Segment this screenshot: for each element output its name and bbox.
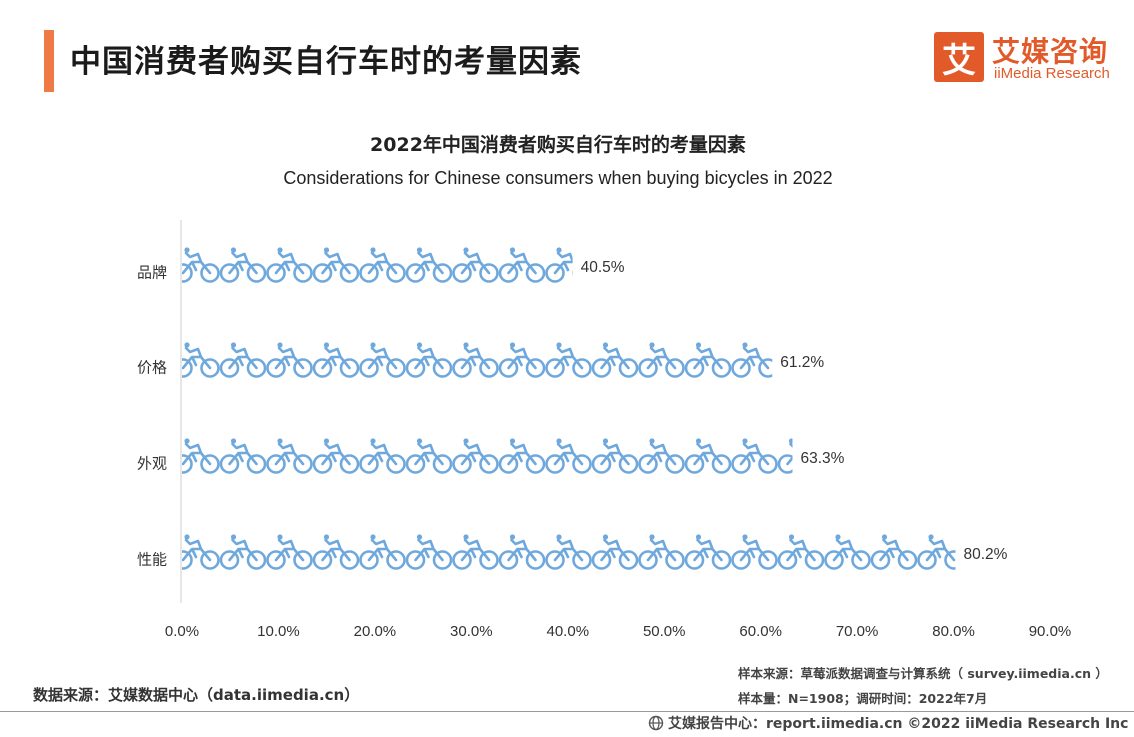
data-label: 40.5%	[581, 259, 625, 276]
x-tick-label: 80.0%	[932, 623, 975, 640]
logo-english-name: iiMedia Research	[994, 65, 1110, 82]
x-tick-label: 10.0%	[257, 623, 300, 640]
globe-icon	[648, 715, 664, 731]
page-title: 中国消费者购买自行车时的考量因素	[70, 44, 582, 80]
x-tick-label: 70.0%	[836, 623, 879, 640]
bar-价格	[182, 342, 773, 378]
sample-size-note: 样本量：N=1908；调研时间：2022年7月	[738, 691, 988, 706]
category-label: 外观	[137, 455, 167, 473]
data-label: 80.2%	[963, 546, 1007, 563]
bar-品牌	[182, 247, 573, 283]
brand-logo: 艾 艾媒咨询 iiMedia Research	[934, 32, 1114, 86]
logo-chinese-name: 艾媒咨询	[992, 35, 1109, 68]
x-tick-label: 40.0%	[547, 623, 590, 640]
x-tick-label: 20.0%	[354, 623, 397, 640]
data-label: 61.2%	[780, 354, 824, 371]
chart-subtitle: Considerations for Chinese consumers whe…	[283, 168, 833, 188]
category-label: 品牌	[137, 264, 167, 282]
footer-divider	[0, 711, 1134, 712]
x-tick-label: 60.0%	[739, 623, 782, 640]
data-source-note: 数据来源：艾媒数据中心（data.iimedia.cn）	[33, 686, 360, 704]
logo-mark-icon: 艾	[934, 32, 984, 82]
x-tick-label: 90.0%	[1029, 623, 1072, 640]
bicycle-pictograph-chart: 0.0% 10.0% 20.0% 30.0% 40.0% 50.0% 60.0% 70.0% 8…	[137, 220, 1072, 640]
sample-source-note: 样本来源：草莓派数据调查与计算系统（ survey.iimedia.cn ）	[738, 666, 1108, 681]
x-tick-label: 50.0%	[643, 623, 686, 640]
category-label: 价格	[137, 359, 167, 377]
x-tick-label: 30.0%	[450, 623, 493, 640]
category-label: 性能	[137, 551, 167, 569]
data-label: 63.3%	[800, 450, 844, 467]
x-tick-label: 0.0%	[165, 623, 199, 640]
bar-性能	[182, 534, 956, 570]
chart-title: 2022年中国消费者购买自行车时的考量因素	[370, 134, 746, 156]
title-accent-bar	[44, 30, 54, 92]
report-center-note: 艾媒报告中心：report.iimedia.cn ©2022 iiMedia R…	[648, 713, 1128, 733]
bar-外观	[182, 438, 793, 474]
report-center-text: 艾媒报告中心：report.iimedia.cn ©2022 iiMedia R…	[668, 716, 1129, 732]
